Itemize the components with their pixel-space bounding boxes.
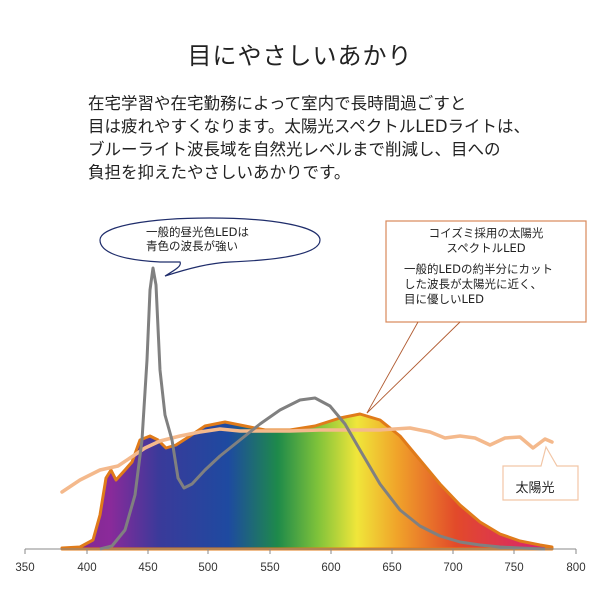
led-bubble-text: 一般的昼光色LEDは 青色の波長が強い: [146, 225, 249, 253]
sun-callout-box: [502, 445, 579, 501]
tick-label: 800: [566, 562, 585, 574]
callout-body: した波長が太陽光に近く、: [404, 277, 542, 291]
koizumi-callout-box: [385, 220, 587, 323]
tick-label: 400: [77, 562, 96, 574]
callout-pointer: [366, 321, 461, 414]
general-led-line: [99, 266, 546, 551]
tick-label: 550: [260, 562, 279, 574]
sunlight-line: [60, 426, 554, 494]
callout-heading: スペクトルLED: [446, 241, 526, 255]
callout-body: 目に優しいLED: [404, 292, 485, 306]
led-bubble-line: 一般的昼光色LEDは: [146, 225, 250, 239]
description-line: 負担を抑えたやさしいあかりです。: [88, 163, 351, 182]
tick-label: 600: [321, 562, 340, 574]
description-line: ブルーライト波長域を自然光レベルまで削減し、目への: [88, 140, 501, 159]
koizumi-callout-text: コイズミ採用の太陽光 スペクトルLED 一般的LEDの約半分にカット した波長が…: [392, 226, 580, 307]
sun-callout-label: 太陽光: [515, 481, 555, 496]
description-line: 在宅学習や在宅勤務によって室内で長時間過ごすと: [88, 94, 467, 113]
tick-label: 650: [382, 562, 401, 574]
x-axis-labels: 350 400 450 500 550 600 650 700 750 800: [15, 562, 585, 574]
callout-pointer: [366, 321, 419, 414]
callout-body: 一般的LEDの約半分にカット: [404, 262, 554, 276]
tick-label: 700: [443, 562, 462, 574]
description-line: 目は疲れやすくなります。太陽光スペクトルLEDライトは、: [88, 117, 531, 136]
tick-label: 750: [504, 562, 523, 574]
description: 在宅学習や在宅勤務によって室内で長時間過ごすと 目は疲れやすくなります。太陽光ス…: [88, 92, 558, 184]
tick-label: 350: [15, 562, 34, 574]
callout-heading: コイズミ採用の太陽光: [428, 226, 544, 240]
led-speech-bubble: [99, 217, 321, 277]
tick-label: 500: [198, 562, 217, 574]
x-axis-ticks: [24, 549, 577, 554]
led-bubble-line: 青色の波長が強い: [146, 239, 238, 253]
page-title: 目にやさしいあかり: [187, 42, 413, 70]
tick-label: 450: [138, 562, 157, 574]
